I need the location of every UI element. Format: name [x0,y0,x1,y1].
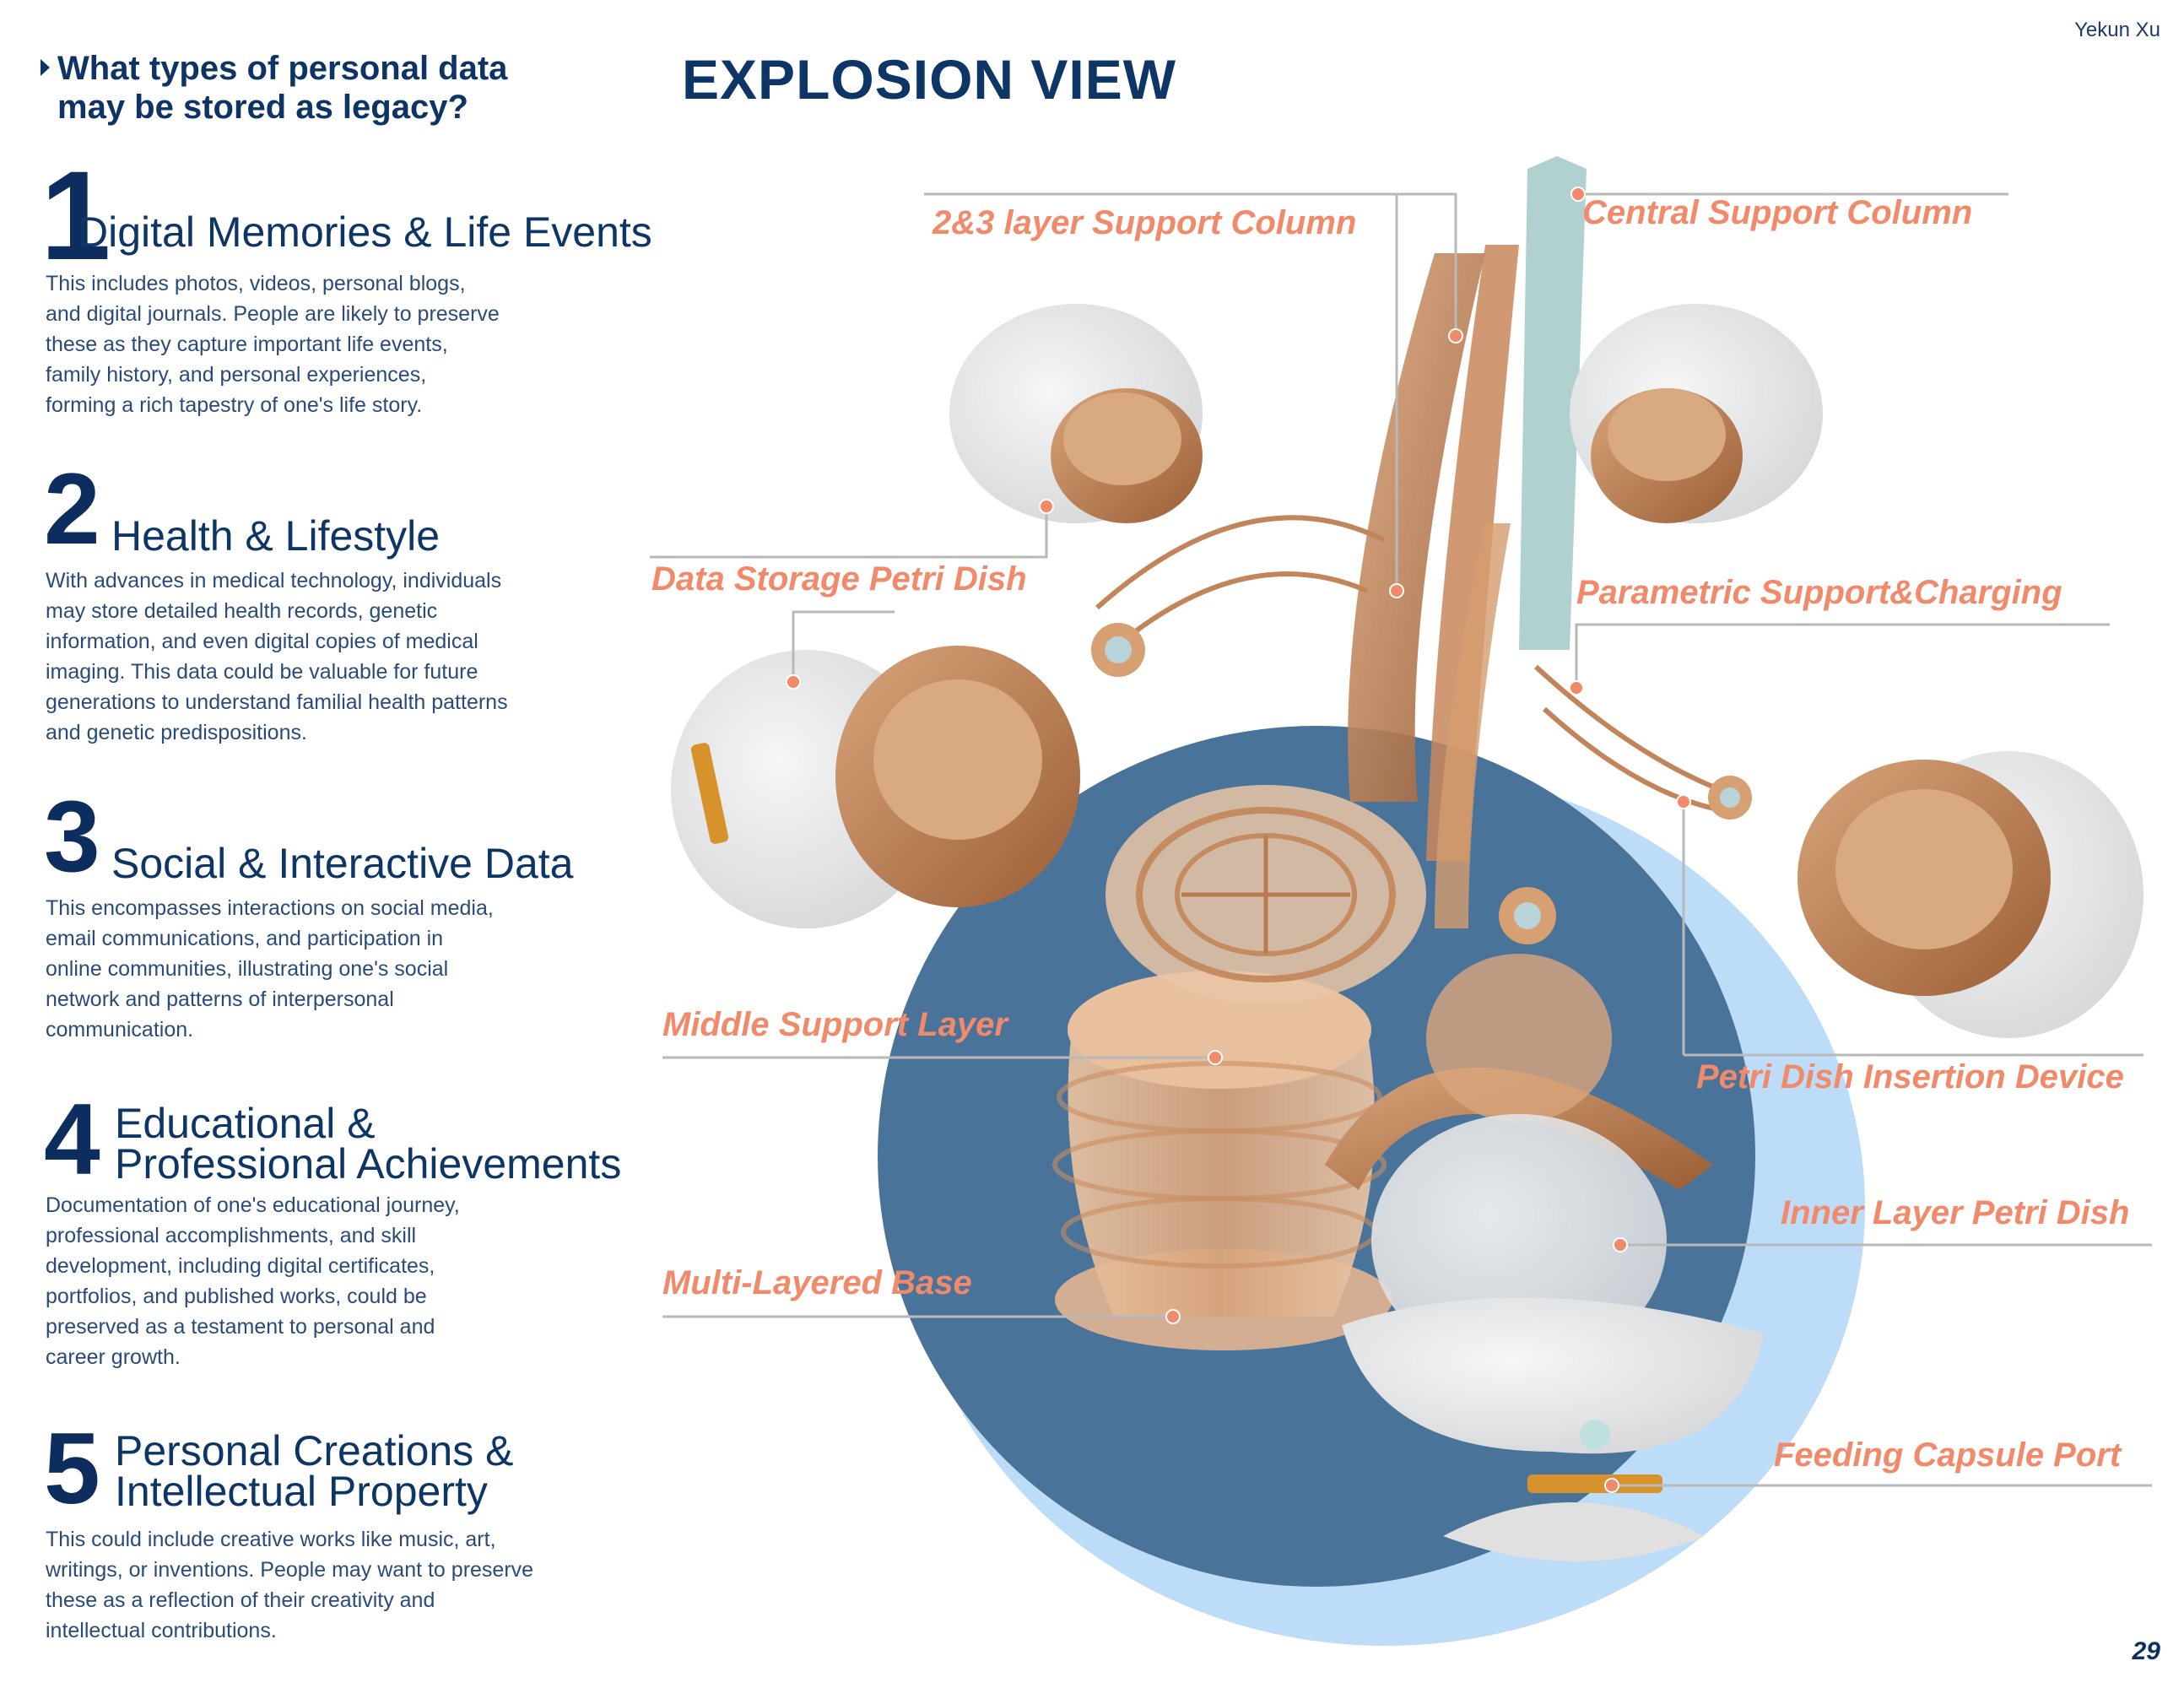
body-line: generations to understand familial healt… [46,690,508,714]
section-body: This encompasses interactions on social … [46,893,628,1045]
section-title-line-1: Personal Creations & [115,1427,514,1474]
body-line: email communications, and participation … [46,927,444,950]
body-line: Documentation of one's educational journ… [46,1193,460,1217]
section-title-line-2: Intellectual Property [115,1468,488,1515]
body-line: these as they capture important life eve… [46,333,448,356]
body-line: and digital journals. People are likely … [46,302,500,326]
question-line-2: may be stored as legacy? [57,89,468,126]
central-column [1519,156,1587,650]
feeding-capsule-port [1342,1297,1764,1561]
section-body: With advances in medical technology, ind… [46,565,628,748]
page-title: EXPLOSION VIEW [682,48,1177,111]
body-line: This could include creative works like m… [46,1528,496,1551]
label-middle-support-layer: Middle Support Layer [662,1006,1008,1043]
section-title: Digital Memories & Life Events [78,208,652,256]
body-line: portfolios, and published works, could b… [46,1285,427,1308]
middle-support-layer [1106,785,1426,1004]
section-number: 4 [44,1083,100,1196]
leader-dots [786,187,1691,1493]
body-line: imaging. This data could be valuable for… [46,660,478,684]
petri-dish-top-left [949,304,1203,523]
body-line: career growth. [46,1345,181,1369]
body-line: information, and even digital copies of … [46,630,478,653]
petri-dish-insertion-device [1325,954,1713,1190]
body-line: and genetic predispositions. [46,721,307,744]
body-line: This encompasses interactions on social … [46,896,494,920]
body-line: preserved as a testament to personal and [46,1315,435,1339]
petri-dish-top-right [1570,304,1823,523]
body-line: family history, and personal experiences… [46,363,427,387]
question-line-1: What types of personal data [57,50,508,87]
label-inner-layer-petri-dish: Inner Layer Petri Dish [1781,1194,2130,1231]
body-line: online communities, illustrating one's s… [46,957,449,981]
question-heading: What types of personal data may be store… [41,49,651,127]
section-body: This includes photos, videos, personal b… [46,268,628,420]
petri-dish-left [671,646,1080,928]
section-number: 2 [44,452,100,565]
section-number: 3 [44,780,100,893]
label-support-column-23: 2&3 layer Support Column [933,204,1357,241]
label-feeding-capsule-port: Feeding Capsule Port [1774,1436,2122,1474]
body-line: With advances in medical technology, ind… [46,569,502,592]
body-line: forming a rich tapestry of one's life st… [46,393,423,417]
body-line: intellectual contributions. [46,1619,277,1642]
section-title-line-2: Professional Achievements [115,1140,622,1188]
body-line: development, including digital certifica… [46,1254,435,1278]
label-parametric-support-charging: Parametric Support&Charging [1576,574,2062,611]
section-title-line-1: Educational & [115,1100,376,1147]
body-line: This includes photos, videos, personal b… [46,272,466,295]
label-petri-dish-insertion-device: Petri Dish Insertion Device [1696,1058,2124,1096]
section-number: 1 [41,144,111,286]
label-central-support-column: Central Support Column [1582,194,1973,231]
section-body: This could include creative works like m… [46,1524,628,1646]
section-title: Health & Lifestyle [111,512,441,560]
section-number: 5 [44,1412,100,1525]
parametric-supports [1095,515,1732,813]
label-multi-layered-base: Multi-Layered Base [662,1264,972,1301]
body-line: these as a reflection of their creativit… [46,1588,435,1612]
triangle-bullet-icon [41,59,50,76]
label-data-storage-petri-dish: Data Storage Petri Dish [651,560,1027,598]
section-body: Documentation of one's educational journ… [46,1190,628,1372]
body-line: communication. [46,1018,194,1041]
body-line: writings, or inventions. People may want… [46,1558,534,1582]
page-number: 29 [2132,1637,2160,1665]
body-line: may store detailed health records, genet… [46,599,438,623]
body-line: professional accomplishments, and skill [46,1224,417,1247]
leader-lines [650,192,2152,1487]
author-name: Yekun Xu [2074,19,2160,41]
body-line: network and patterns of interpersonal [46,987,394,1011]
support-columns [1348,156,1587,928]
petri-dish-right [1797,751,2143,1038]
section-title: Social & Interactive Data [111,840,574,887]
